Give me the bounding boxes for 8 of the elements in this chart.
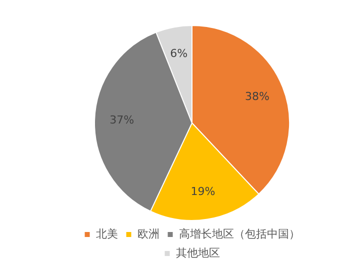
legend-label: 北美 — [96, 227, 118, 240]
data-label: 19% — [190, 185, 216, 198]
data-label: 38% — [245, 90, 270, 104]
legend-label: 其他地区 — [176, 246, 220, 260]
data-label: 6% — [170, 46, 188, 60]
legend-label: 欧洲 — [137, 227, 160, 240]
data-label: 37% — [110, 114, 134, 127]
legend-label: 高增长地区（包括中国） — [178, 227, 300, 240]
